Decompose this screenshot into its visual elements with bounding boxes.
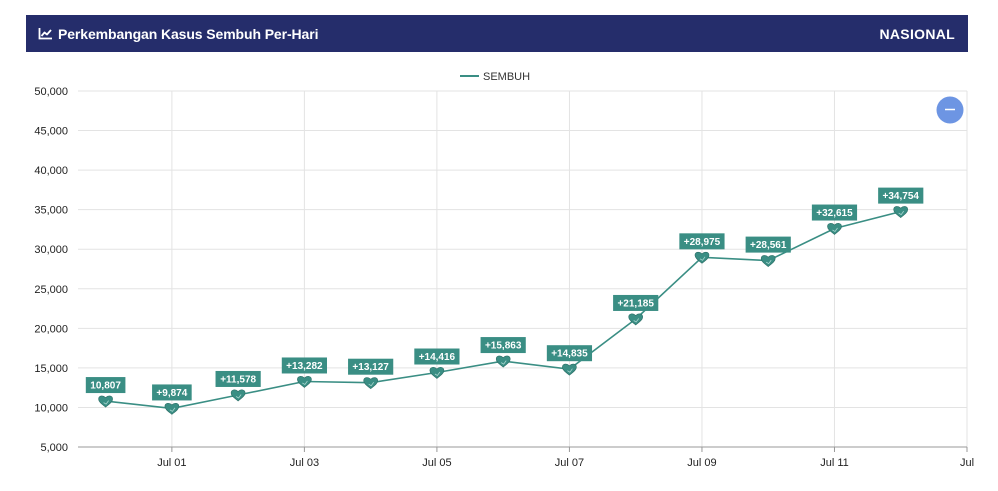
- heart-icon[interactable]: [628, 313, 644, 326]
- data-points: [98, 206, 909, 415]
- data-label-bg: [745, 236, 791, 253]
- data-label-text: 10,807: [90, 381, 121, 392]
- chart-header: Perkembangan Kasus Sembuh Per-Hari NASIO…: [26, 15, 968, 52]
- data-label: 10,807: [85, 377, 126, 394]
- data-label-bg: [414, 348, 460, 365]
- data-label: +34,754: [878, 187, 924, 204]
- data-label: +32,615: [811, 204, 858, 221]
- y-tick-label: 35,000: [34, 205, 68, 217]
- heart-icon[interactable]: [429, 367, 445, 379]
- data-label-text: +13,127: [352, 362, 389, 373]
- data-label-bg: [480, 337, 526, 354]
- x-tick-label: Jul 07: [555, 457, 584, 469]
- heart-icon[interactable]: [562, 363, 577, 376]
- data-label-bg: [811, 204, 858, 221]
- data-label: +11,578: [215, 370, 261, 387]
- y-tick-label: 25,000: [34, 284, 68, 296]
- heart-icon[interactable]: [827, 223, 842, 235]
- y-axis: 5,000 10,000 15,000 20,000 25,000 30,000 35,00…: [34, 86, 68, 454]
- zoom-out-button[interactable]: [936, 96, 964, 124]
- data-label-bg: [85, 377, 126, 394]
- heart-icon[interactable]: [297, 376, 312, 388]
- heart-icon[interactable]: [495, 355, 511, 368]
- heart-icon[interactable]: [164, 402, 180, 415]
- data-label-bg: [215, 370, 261, 387]
- data-label: +14,416: [414, 348, 460, 365]
- x-axis: Jul 01 Jul 03 Jul 05 Jul 07 Jul 09 Jul 11 Jul: [78, 446, 974, 469]
- chart-legend[interactable]: SEMBUH: [460, 71, 530, 83]
- data-label: +15,863: [480, 337, 526, 354]
- data-label-text: +11,578: [220, 374, 256, 385]
- heart-icon[interactable]: [363, 377, 379, 390]
- y-tick-label: 50,000: [34, 86, 68, 98]
- data-label-bg: [613, 294, 659, 311]
- x-tick-label: Jul 01: [157, 457, 186, 469]
- data-label-text: +32,615: [816, 208, 853, 219]
- region-label: NASIONAL: [879, 25, 955, 42]
- chart-grid: [78, 90, 968, 448]
- data-label-text: +28,561: [750, 240, 787, 251]
- y-tick-label: 45,000: [34, 126, 68, 138]
- data-label-bg: [281, 357, 327, 374]
- data-label: +28,975: [679, 233, 725, 250]
- data-label: +28,561: [745, 236, 791, 253]
- heart-icon[interactable]: [694, 251, 710, 264]
- data-label-text: +9,874: [156, 388, 187, 399]
- y-tick-label: 40,000: [34, 165, 68, 177]
- data-label-text: +15,863: [485, 341, 522, 352]
- y-tick-label: 5,000: [40, 442, 68, 454]
- line-chart-icon: [38, 28, 52, 40]
- header-title-group: Perkembangan Kasus Sembuh Per-Hari: [38, 26, 318, 42]
- y-tick-label: 10,000: [34, 402, 68, 414]
- x-tick-label: Jul 03: [290, 457, 319, 469]
- data-label: +21,185: [613, 294, 659, 311]
- chart-title: Perkembangan Kasus Sembuh Per-Hari: [58, 25, 319, 42]
- data-labels: 10,807 +9,874 +11,578 +13,282 +13,127 +14,416…: [85, 187, 924, 401]
- chart-area: SEMBUH 5,000 10,000 15,000 20,000 25,000 30,0…: [0, 52, 998, 486]
- x-tick-label: Jul 05: [422, 457, 451, 469]
- data-label-bg: [546, 345, 593, 362]
- data-label-text: +21,185: [617, 298, 654, 309]
- data-label-bg: [152, 384, 192, 401]
- x-tick-label: Jul 09: [687, 457, 716, 469]
- y-tick-label: 30,000: [34, 244, 68, 256]
- data-label-text: +34,754: [883, 191, 920, 202]
- heart-icon[interactable]: [230, 389, 246, 402]
- x-tick-label: Jul: [960, 457, 974, 469]
- heart-icon[interactable]: [760, 255, 776, 267]
- data-label-text: +14,416: [419, 352, 456, 363]
- x-tick-label: Jul 11: [820, 457, 849, 469]
- data-label-text: +28,975: [684, 237, 721, 248]
- data-label: +13,127: [348, 358, 394, 375]
- heart-icon[interactable]: [98, 395, 113, 408]
- data-label: +14,835: [546, 345, 593, 362]
- data-label: +13,282: [281, 357, 327, 374]
- data-label: +9,874: [152, 384, 192, 401]
- data-label-bg: [679, 233, 725, 250]
- heart-icon[interactable]: [893, 206, 909, 218]
- legend-label-sembuh: SEMBUH: [483, 71, 530, 83]
- y-tick-label: 20,000: [34, 323, 68, 335]
- y-tick-label: 15,000: [34, 363, 68, 375]
- data-label-bg: [878, 187, 924, 204]
- data-label-text: +13,282: [286, 361, 323, 372]
- data-label-text: +14,835: [551, 349, 588, 360]
- data-label-bg: [348, 358, 394, 375]
- line-chart: SEMBUH 5,000 10,000 15,000 20,000 25,000 30,0…: [34, 71, 974, 469]
